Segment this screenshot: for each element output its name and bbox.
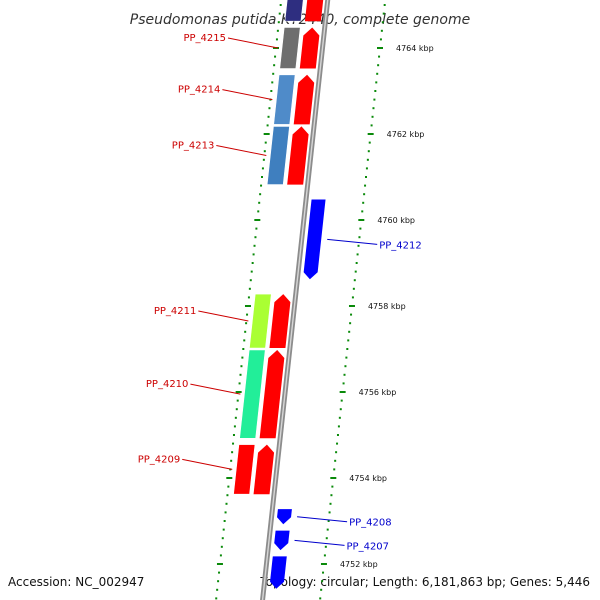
gene-pp-4215-arrow (299, 27, 320, 69)
gene-pp-4210-feature-bar (239, 349, 266, 439)
gene-pp-4213-feature-bar (266, 126, 290, 185)
label-group: 4752 kbp 4754 kbp 4756 kbp 4758 kbp 4760 kbp… (138, 33, 434, 569)
pp-4207-leader (294, 539, 345, 546)
pp-4209-label: PP_4209 (138, 454, 181, 465)
kbp-tick-label: 4754 kbp (349, 474, 387, 483)
pp-4215-leader (227, 37, 279, 49)
topology-label: Topology: circular; Length: 6,181,863 bp… (259, 575, 590, 589)
gene-extra-0-arrow (304, 0, 324, 22)
kbp-tick-label: 4756 kbp (359, 388, 397, 397)
pp-4214-label: PP_4214 (178, 85, 221, 96)
gene-pp-4210-arrow (259, 350, 285, 439)
backbone-highlight (261, 0, 329, 600)
backbone-group (260, 0, 331, 600)
pp-4215-label: PP_4215 (183, 33, 226, 44)
gene-pp-4214-feature-bar (273, 74, 296, 125)
gene-pp-4211-feature-bar (249, 293, 272, 349)
gene-pp-4209-feature-bar (233, 444, 256, 495)
gene-pp-4214-arrow (293, 74, 315, 125)
gene-group (233, 0, 326, 589)
pp-4212-leader (327, 238, 378, 245)
pp-4214-leader (222, 89, 273, 101)
pp-4210-leader (190, 383, 241, 395)
gene-pp-4209-arrow (253, 444, 275, 495)
pp-4211-label: PP_4211 (154, 306, 197, 317)
gene-pp-4208-arrow (277, 509, 292, 525)
gene-pp-4211-arrow (269, 294, 291, 348)
pp-4208-label: PP_4208 (349, 518, 392, 529)
gene-pp-4207-arrow (274, 530, 290, 551)
kbp-tick-label: 4760 kbp (377, 216, 415, 225)
kbp-tick-label: 4758 kbp (368, 302, 406, 311)
pp-4207-label: PP_4207 (347, 541, 390, 552)
gene-extra-0-feature-bar (284, 0, 304, 22)
gene-pp-4213-arrow (287, 126, 309, 185)
pp-4213-label: PP_4213 (172, 141, 215, 152)
gene-pp-4212-arrow (303, 199, 326, 280)
kbp-tick-label: 4762 kbp (387, 130, 425, 139)
pp-4211-leader (198, 310, 249, 322)
pp-4210-label: PP_4210 (146, 379, 189, 390)
gene-pp-4215-feature-bar (279, 27, 301, 69)
pp-4208-leader (297, 516, 348, 523)
kbp-tick-label: 4764 kbp (396, 44, 434, 53)
pp-4209-leader (182, 458, 233, 470)
pp-4213-leader (216, 145, 267, 156)
gene-extra-1-arrow (270, 556, 287, 589)
kbp-tick-label: 4752 kbp (340, 560, 378, 569)
accession-label: Accession: NC_002947 (8, 575, 144, 589)
pp-4212-label: PP_4212 (379, 240, 422, 251)
